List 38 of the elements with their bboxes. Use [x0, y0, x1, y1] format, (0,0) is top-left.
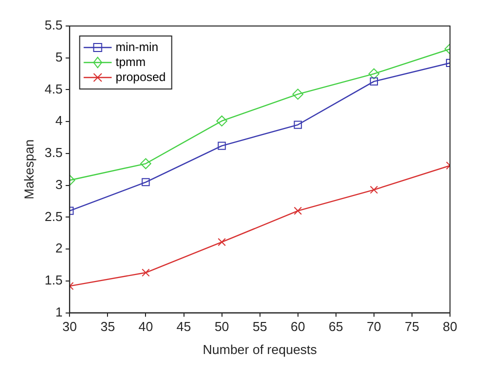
- point: [218, 142, 226, 150]
- point: [216, 115, 228, 126]
- y-tick-label: 1.5: [44, 272, 63, 288]
- point: [292, 88, 304, 100]
- x-tick-label: 30: [62, 319, 77, 334]
- point: [370, 186, 378, 194]
- y-tick-label: 2.5: [44, 208, 63, 224]
- y-tick-label: 3: [55, 176, 63, 192]
- point: [294, 206, 302, 215]
- x-tick-label: 50: [214, 319, 230, 334]
- legend-label: min-min: [116, 40, 158, 54]
- y-tick-label: 3.5: [44, 145, 63, 160]
- y-tick-label: 5: [55, 49, 63, 64]
- point: [218, 238, 226, 246]
- y-axis-title: Makespan: [21, 139, 36, 200]
- x-tick-label: 75: [404, 319, 420, 334]
- x-tick-label: 65: [328, 319, 344, 334]
- y-tick-label: 1: [55, 304, 63, 320]
- y-tick-label: 4: [55, 113, 63, 128]
- y-tick-label: 5.5: [44, 18, 63, 33]
- legend-label: proposed: [116, 70, 166, 84]
- point: [142, 178, 150, 186]
- point: [294, 120, 302, 129]
- x-tick-label: 80: [442, 319, 458, 334]
- y-tick-label: 4.5: [44, 81, 63, 96]
- x-tick-label: 40: [138, 319, 153, 334]
- x-axis-title: Number of requests: [202, 342, 318, 357]
- point: [140, 158, 152, 170]
- point: [142, 268, 150, 277]
- point: [368, 68, 380, 80]
- x-tick-label: 60: [290, 319, 306, 334]
- legend-label: tpmm: [116, 54, 146, 69]
- x-tick-label: 70: [366, 319, 382, 334]
- x-tick-label: 55: [252, 319, 268, 334]
- point: [370, 77, 378, 86]
- y-tick-label: 2: [55, 240, 63, 256]
- x-tick-label: 45: [176, 319, 192, 334]
- x-tick-label: 35: [100, 319, 115, 334]
